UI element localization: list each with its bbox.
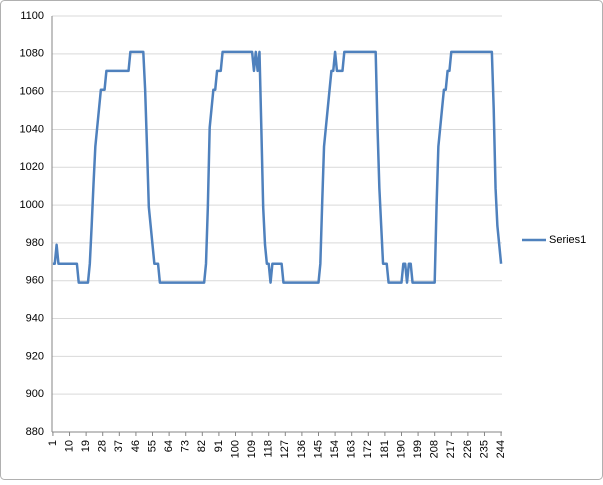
legend-label: Series1 — [549, 234, 586, 246]
x-tick-label: 199 — [412, 440, 424, 458]
y-tick-label: 1020 — [20, 161, 44, 173]
y-tick-label: 920 — [26, 350, 44, 362]
y-tick-label: 1080 — [20, 48, 44, 60]
y-tick-label: 980 — [26, 237, 44, 249]
x-tick-label: 235 — [478, 440, 490, 458]
y-tick-label: 960 — [26, 275, 44, 287]
x-tick-label: 19 — [80, 440, 92, 452]
x-tick-label: 208 — [429, 440, 441, 458]
x-tick-label: 55 — [146, 440, 158, 452]
y-tick-label: 940 — [26, 312, 44, 324]
x-tick-label: 244 — [495, 440, 507, 458]
y-tick-label: 1060 — [20, 86, 44, 98]
x-tick-label: 64 — [163, 440, 175, 452]
y-tick-label: 880 — [26, 426, 44, 438]
x-tick-label: 10 — [63, 440, 75, 452]
x-tick-label: 145 — [312, 440, 324, 458]
x-tick-label: 154 — [329, 440, 341, 458]
x-tick-label: 37 — [113, 440, 125, 452]
x-tick-label: 163 — [346, 440, 358, 458]
series-line — [52, 50, 503, 284]
x-tick-label: 91 — [213, 440, 225, 452]
x-tick-label: 46 — [130, 440, 142, 452]
x-tick-label: 73 — [180, 440, 192, 452]
x-tick-label: 1 — [47, 440, 59, 446]
x-tick-label: 190 — [395, 440, 407, 458]
x-tick-label: 28 — [97, 440, 109, 452]
x-tick-label: 100 — [229, 440, 241, 458]
x-tick-label: 127 — [279, 440, 291, 458]
x-tick-label: 109 — [246, 440, 258, 458]
y-tick-label: 1100 — [20, 10, 44, 22]
x-tick-label: 217 — [445, 440, 457, 458]
y-tick-label: 1040 — [20, 123, 44, 135]
x-tick-label: 226 — [462, 440, 474, 458]
x-tick-label: 181 — [379, 440, 391, 458]
x-tick-label: 172 — [362, 440, 374, 458]
x-tick-label: 82 — [196, 440, 208, 452]
x-tick-label: 136 — [296, 440, 308, 458]
y-tick-label: 1000 — [20, 199, 44, 211]
y-tick-label: 900 — [26, 388, 44, 400]
x-tick-label: 118 — [263, 440, 275, 458]
